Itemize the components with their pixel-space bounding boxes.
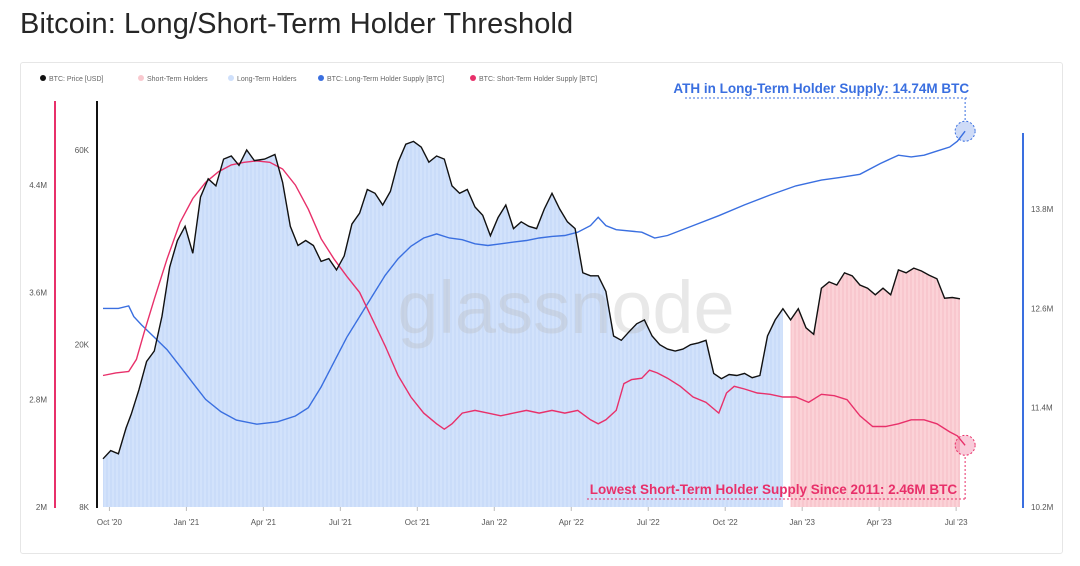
x-axis-tick-label: Oct '22	[713, 518, 739, 527]
x-axis-tick-label: Jan '23	[789, 518, 815, 527]
chart-axes: 2M 2.8M 3.6M 4.4M 8K 20K 60K 10.2M 11.4M 12.6M 13.…	[29, 101, 1054, 527]
short-term-holders-area	[790, 268, 960, 507]
right-axis-tick-label: 12.6M	[1031, 304, 1054, 313]
holder-threshold-chart: BTC: Price [USD] Short-Term Holders Long-T…	[29, 75, 1054, 527]
chart-annotations: ATH in Long-Term Holder Supply: 14.74M B…	[587, 81, 976, 500]
sth-low-marker	[954, 434, 976, 456]
legend-label: BTC: Short-Term Holder Supply [BTC]	[479, 76, 597, 83]
legend-item[interactable]: BTC: Price [USD]	[40, 75, 104, 83]
legend-label: Short-Term Holders	[147, 76, 208, 83]
right-axis-tick-label: 13.8M	[1031, 205, 1054, 214]
left-axis-tick-label: 4.4M	[29, 181, 47, 190]
price-axis-tick-label: 8K	[79, 503, 89, 512]
left-axis-tick-label: 2.8M	[29, 396, 47, 405]
legend-item[interactable]: Long-Term Holders	[228, 75, 297, 83]
price-axis-tick-label: 60K	[75, 146, 90, 155]
legend-item[interactable]: Short-Term Holders	[138, 75, 208, 83]
x-axis-tick-label: Jul '23	[945, 518, 968, 527]
x-axis-tick-label: Jul '21	[329, 518, 352, 527]
x-axis-tick-label: Oct '20	[97, 518, 123, 527]
sth-supply-line	[102, 160, 966, 446]
watermark-text: glassnode	[397, 266, 734, 349]
legend-swatch	[40, 75, 46, 81]
holder-areas	[103, 141, 960, 507]
legend-item[interactable]: BTC: Long-Term Holder Supply [BTC]	[318, 75, 444, 83]
x-axis-tick-label: Oct '21	[405, 518, 431, 527]
chart-legend: BTC: Price [USD] Short-Term Holders Long-T…	[40, 75, 597, 83]
right-axis-tick-label: 11.4M	[1031, 404, 1053, 413]
left-axis-tick-label: 2M	[36, 503, 47, 512]
left-axis-tick-label: 3.6M	[29, 288, 47, 297]
x-axis-tick-label: Apr '21	[251, 518, 277, 527]
legend-label: Long-Term Holders	[237, 76, 297, 83]
x-axis-tick-label: Jan '21	[174, 518, 200, 527]
legend-swatch	[470, 75, 476, 81]
legend-swatch	[138, 75, 144, 81]
page-title: Bitcoin: Long/Short-Term Holder Threshol…	[20, 8, 574, 40]
sth-low-annotation: Lowest Short-Term Holder Supply Since 20…	[590, 482, 958, 497]
legend-label: BTC: Price [USD]	[49, 76, 104, 83]
long-term-holders-area	[103, 141, 783, 507]
lth-ath-annotation: ATH in Long-Term Holder Supply: 14.74M B…	[673, 81, 969, 96]
chart-container: BTC: Price [USD] Short-Term Holders Long-T…	[20, 62, 1063, 554]
x-axis-tick-label: Jan '22	[482, 518, 508, 527]
x-axis-tick-label: Jul '22	[637, 518, 660, 527]
price-line	[102, 140, 961, 460]
legend-label: BTC: Long-Term Holder Supply [BTC]	[327, 76, 444, 83]
series-lines	[102, 130, 966, 460]
x-axis-tick-label: Apr '23	[867, 518, 893, 527]
legend-swatch	[318, 75, 324, 81]
price-axis-tick-label: 20K	[75, 341, 90, 350]
legend-swatch	[228, 75, 234, 81]
lth-ath-marker	[954, 120, 976, 142]
legend-item[interactable]: BTC: Short-Term Holder Supply [BTC]	[470, 75, 597, 83]
right-axis-tick-label: 10.2M	[1031, 503, 1054, 512]
lth-supply-line	[103, 130, 966, 425]
x-axis-tick-label: Apr '22	[559, 518, 585, 527]
